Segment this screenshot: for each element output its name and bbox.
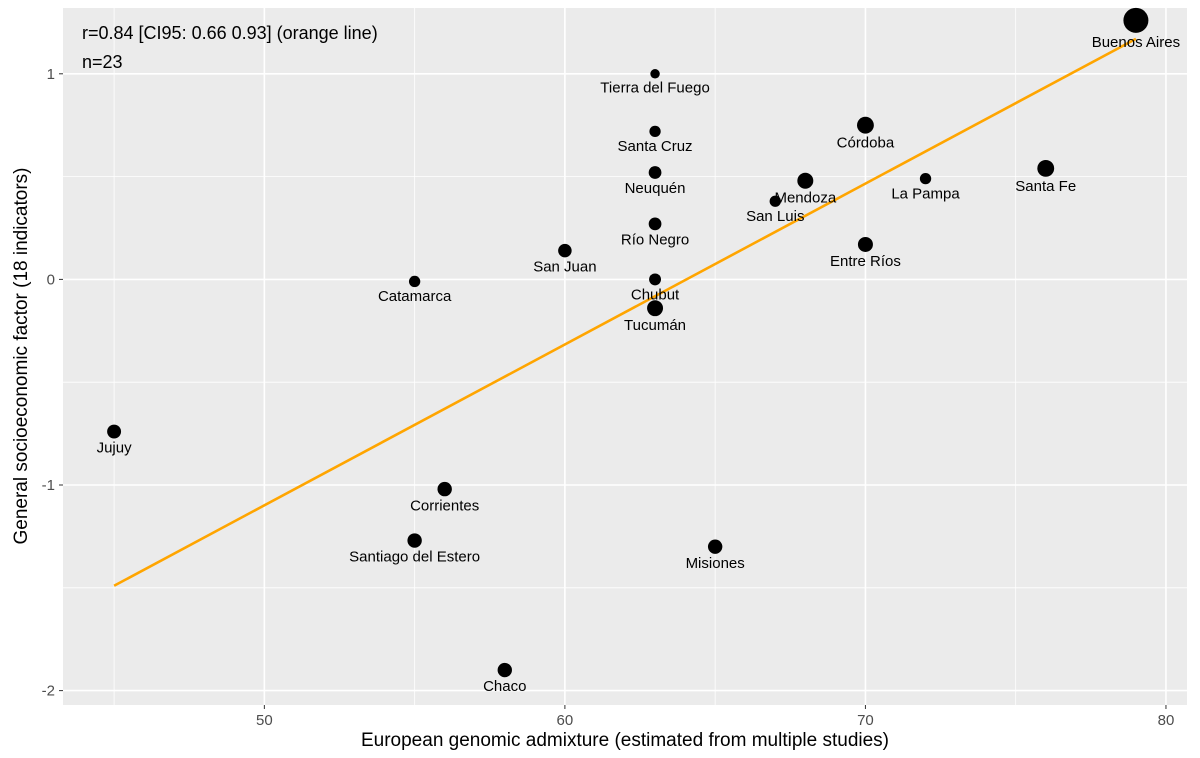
- data-point: [649, 125, 661, 138]
- data-points: [107, 7, 1149, 678]
- data-point: [649, 273, 662, 286]
- point-label: Misiones: [686, 555, 745, 572]
- data-point: [769, 195, 781, 207]
- x-tick-label: 80: [1158, 712, 1175, 729]
- point-label: Tierra del Fuego: [600, 80, 710, 97]
- point-label: Neuquén: [625, 180, 686, 197]
- point-label: Chubut: [631, 286, 680, 303]
- point-label: San Juan: [533, 258, 596, 275]
- data-point: [648, 217, 662, 231]
- y-axis-title: General socioeconomic factor (18 indicat…: [11, 167, 32, 544]
- data-point: [857, 236, 873, 252]
- point-label: Río Negro: [621, 231, 689, 248]
- x-tick-label: 60: [557, 712, 574, 729]
- data-point: [919, 172, 932, 185]
- data-point: [407, 533, 422, 548]
- point-label: San Luis: [746, 208, 804, 225]
- data-point: [558, 243, 572, 258]
- sample-size-annotation: n=23: [82, 52, 123, 72]
- panel-background: [63, 8, 1187, 705]
- point-label: Mendoza: [774, 190, 836, 207]
- x-tick-label: 50: [256, 712, 273, 729]
- point-label: Entre Ríos: [830, 253, 901, 270]
- x-tick-label: 70: [857, 712, 874, 729]
- data-point: [437, 481, 452, 497]
- correlation-annotation: r=0.84 [CI95: 0.66 0.93] (orange line): [82, 23, 378, 43]
- point-label: Tucumán: [624, 317, 686, 334]
- point-label: Santiago del Estero: [349, 549, 480, 566]
- major-gridlines: [63, 8, 1187, 705]
- data-point: [857, 116, 874, 134]
- minor-gridlines: [63, 8, 1187, 705]
- point-label: Santa Fe: [1015, 178, 1076, 195]
- point-label: Jujuy: [97, 440, 133, 457]
- data-point: [650, 69, 660, 79]
- point-label: La Pampa: [891, 185, 960, 202]
- y-tick-label: 1: [47, 66, 55, 83]
- y-tick-label: 0: [47, 271, 55, 288]
- data-point: [408, 275, 421, 288]
- x-axis-title: European genomic admixture (estimated fr…: [361, 730, 889, 751]
- point-label: Chaco: [483, 678, 526, 695]
- point-label: Santa Cruz: [618, 138, 693, 155]
- data-point: [1037, 159, 1055, 177]
- data-point: [707, 539, 723, 554]
- data-point: [1123, 7, 1149, 33]
- y-tick-label: -2: [42, 683, 55, 700]
- data-point: [497, 662, 512, 678]
- point-label: Buenos Aires: [1092, 34, 1180, 51]
- point-labels: Buenos Aires Tierra del Fuego Santa Cruz Có…: [97, 34, 1181, 695]
- data-point: [797, 172, 814, 189]
- data-point: [647, 300, 664, 317]
- point-label: Córdoba: [837, 135, 895, 152]
- axis-ticks: 50 60 70 80 -2 -1 0 1: [42, 66, 1175, 729]
- data-point: [107, 424, 122, 439]
- regression-line: [113, 37, 1137, 587]
- point-label: Corrientes: [410, 497, 479, 514]
- point-label: Catamarca: [378, 288, 452, 305]
- y-tick-label: -1: [42, 477, 55, 494]
- data-point: [648, 166, 662, 179]
